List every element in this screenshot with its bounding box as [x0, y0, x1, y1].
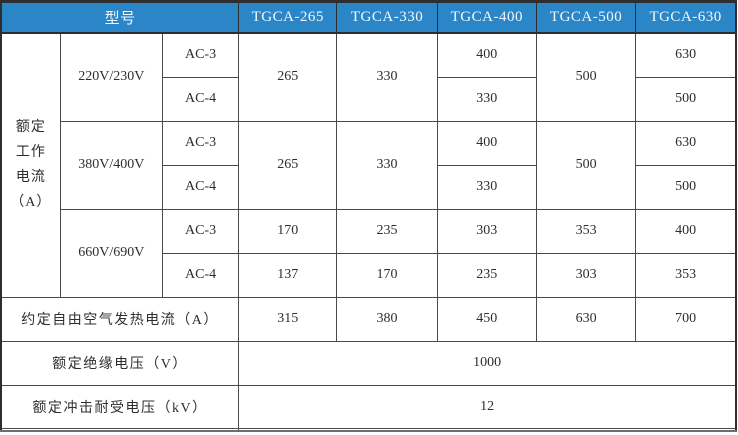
value-cell: 137: [238, 252, 338, 298]
value-cell: 265: [238, 32, 338, 122]
table-row: AC-4 330 500: [1, 164, 737, 210]
value-cell: 630: [635, 32, 737, 78]
utilization-category-cell: AC-4: [161, 252, 240, 298]
rated-current-label-line: （A）: [10, 195, 52, 211]
value-cell: 353: [535, 208, 637, 254]
value-cell: 330: [336, 120, 438, 210]
empty-cell: [238, 427, 737, 432]
rated-current-label: 额定 工作 电流 （A）: [0, 32, 61, 298]
table-row: 额定冲击耐受电压（kV） 12: [0, 384, 737, 429]
value-cell: 630: [535, 296, 637, 342]
model-header: TGCA-330: [336, 1, 438, 34]
table-row: 660V/690V AC-3 170 235 303 353 400: [1, 208, 737, 298]
value-cell: 330: [436, 76, 537, 122]
value-cell: 303: [436, 208, 537, 254]
voltage-cell: 220V/230V: [59, 32, 163, 122]
table-row: AC-4 137 170 235 303 353: [1, 252, 737, 298]
utilization-category-cell: AC-4: [161, 76, 240, 122]
value-cell: 450: [436, 296, 537, 342]
rated-current-label-line: 额定: [15, 120, 46, 136]
value-cell: 235: [436, 252, 537, 298]
value-cell: 303: [535, 252, 637, 298]
empty-cell: [0, 427, 240, 432]
value-cell: 400: [436, 32, 537, 78]
rated-current-label-line: 工作: [15, 145, 46, 161]
value-cell: 330: [436, 164, 537, 210]
thermal-current-label: 约定自由空气发热电流（A）: [0, 296, 240, 342]
value-cell: 315: [238, 296, 338, 342]
header-row: 型号 TGCA-265 TGCA-330 TGCA-400 TGCA-500 T…: [0, 1, 737, 34]
impulse-voltage-label: 额定冲击耐受电压（kV）: [0, 384, 240, 429]
utilization-category-cell: AC-3: [161, 208, 240, 254]
value-cell: 400: [635, 208, 737, 254]
table-row: 额定绝缘电压（V） 1000: [0, 340, 737, 386]
value-cell: 700: [635, 296, 737, 342]
table-row: 额定 工作 电流 （A） 220V/230V AC-3 265 330 400 …: [0, 32, 737, 298]
table-row-partial: [0, 427, 737, 432]
rated-current-label-line: 电流: [15, 170, 46, 186]
value-cell: 265: [238, 120, 338, 210]
utilization-category-cell: AC-4: [161, 164, 240, 210]
utilization-category-cell: AC-3: [161, 120, 240, 166]
value-cell: 170: [336, 252, 438, 298]
value-cell: 353: [635, 252, 737, 298]
value-cell: 170: [238, 208, 338, 254]
model-header: TGCA-630: [635, 1, 737, 34]
table-row: AC-4 330 500: [1, 76, 737, 122]
model-header: TGCA-265: [238, 1, 338, 34]
value-cell: 235: [336, 208, 438, 254]
value-cell: 500: [535, 32, 637, 122]
model-header: TGCA-500: [535, 1, 637, 34]
impulse-voltage-value: 12: [238, 384, 737, 429]
value-cell: 630: [635, 120, 737, 166]
value-cell: 500: [535, 120, 637, 210]
value-cell: 500: [635, 76, 737, 122]
voltage-cell: 380V/400V: [59, 120, 163, 210]
value-cell: 400: [436, 120, 537, 166]
value-cell: 500: [635, 164, 737, 210]
insulation-voltage-label: 额定绝缘电压（V）: [0, 340, 240, 386]
table-row: 约定自由空气发热电流（A） 315 380 450 630 700: [0, 296, 737, 342]
model-header: TGCA-400: [436, 1, 537, 34]
value-cell: 330: [336, 32, 438, 122]
model-column-header: 型号: [0, 1, 240, 34]
utilization-category-cell: AC-3: [161, 32, 240, 78]
insulation-voltage-value: 1000: [238, 340, 737, 386]
voltage-cell: 660V/690V: [59, 208, 163, 298]
table-row: 380V/400V AC-3 265 330 400 500 630: [1, 120, 737, 210]
value-cell: 380: [336, 296, 438, 342]
